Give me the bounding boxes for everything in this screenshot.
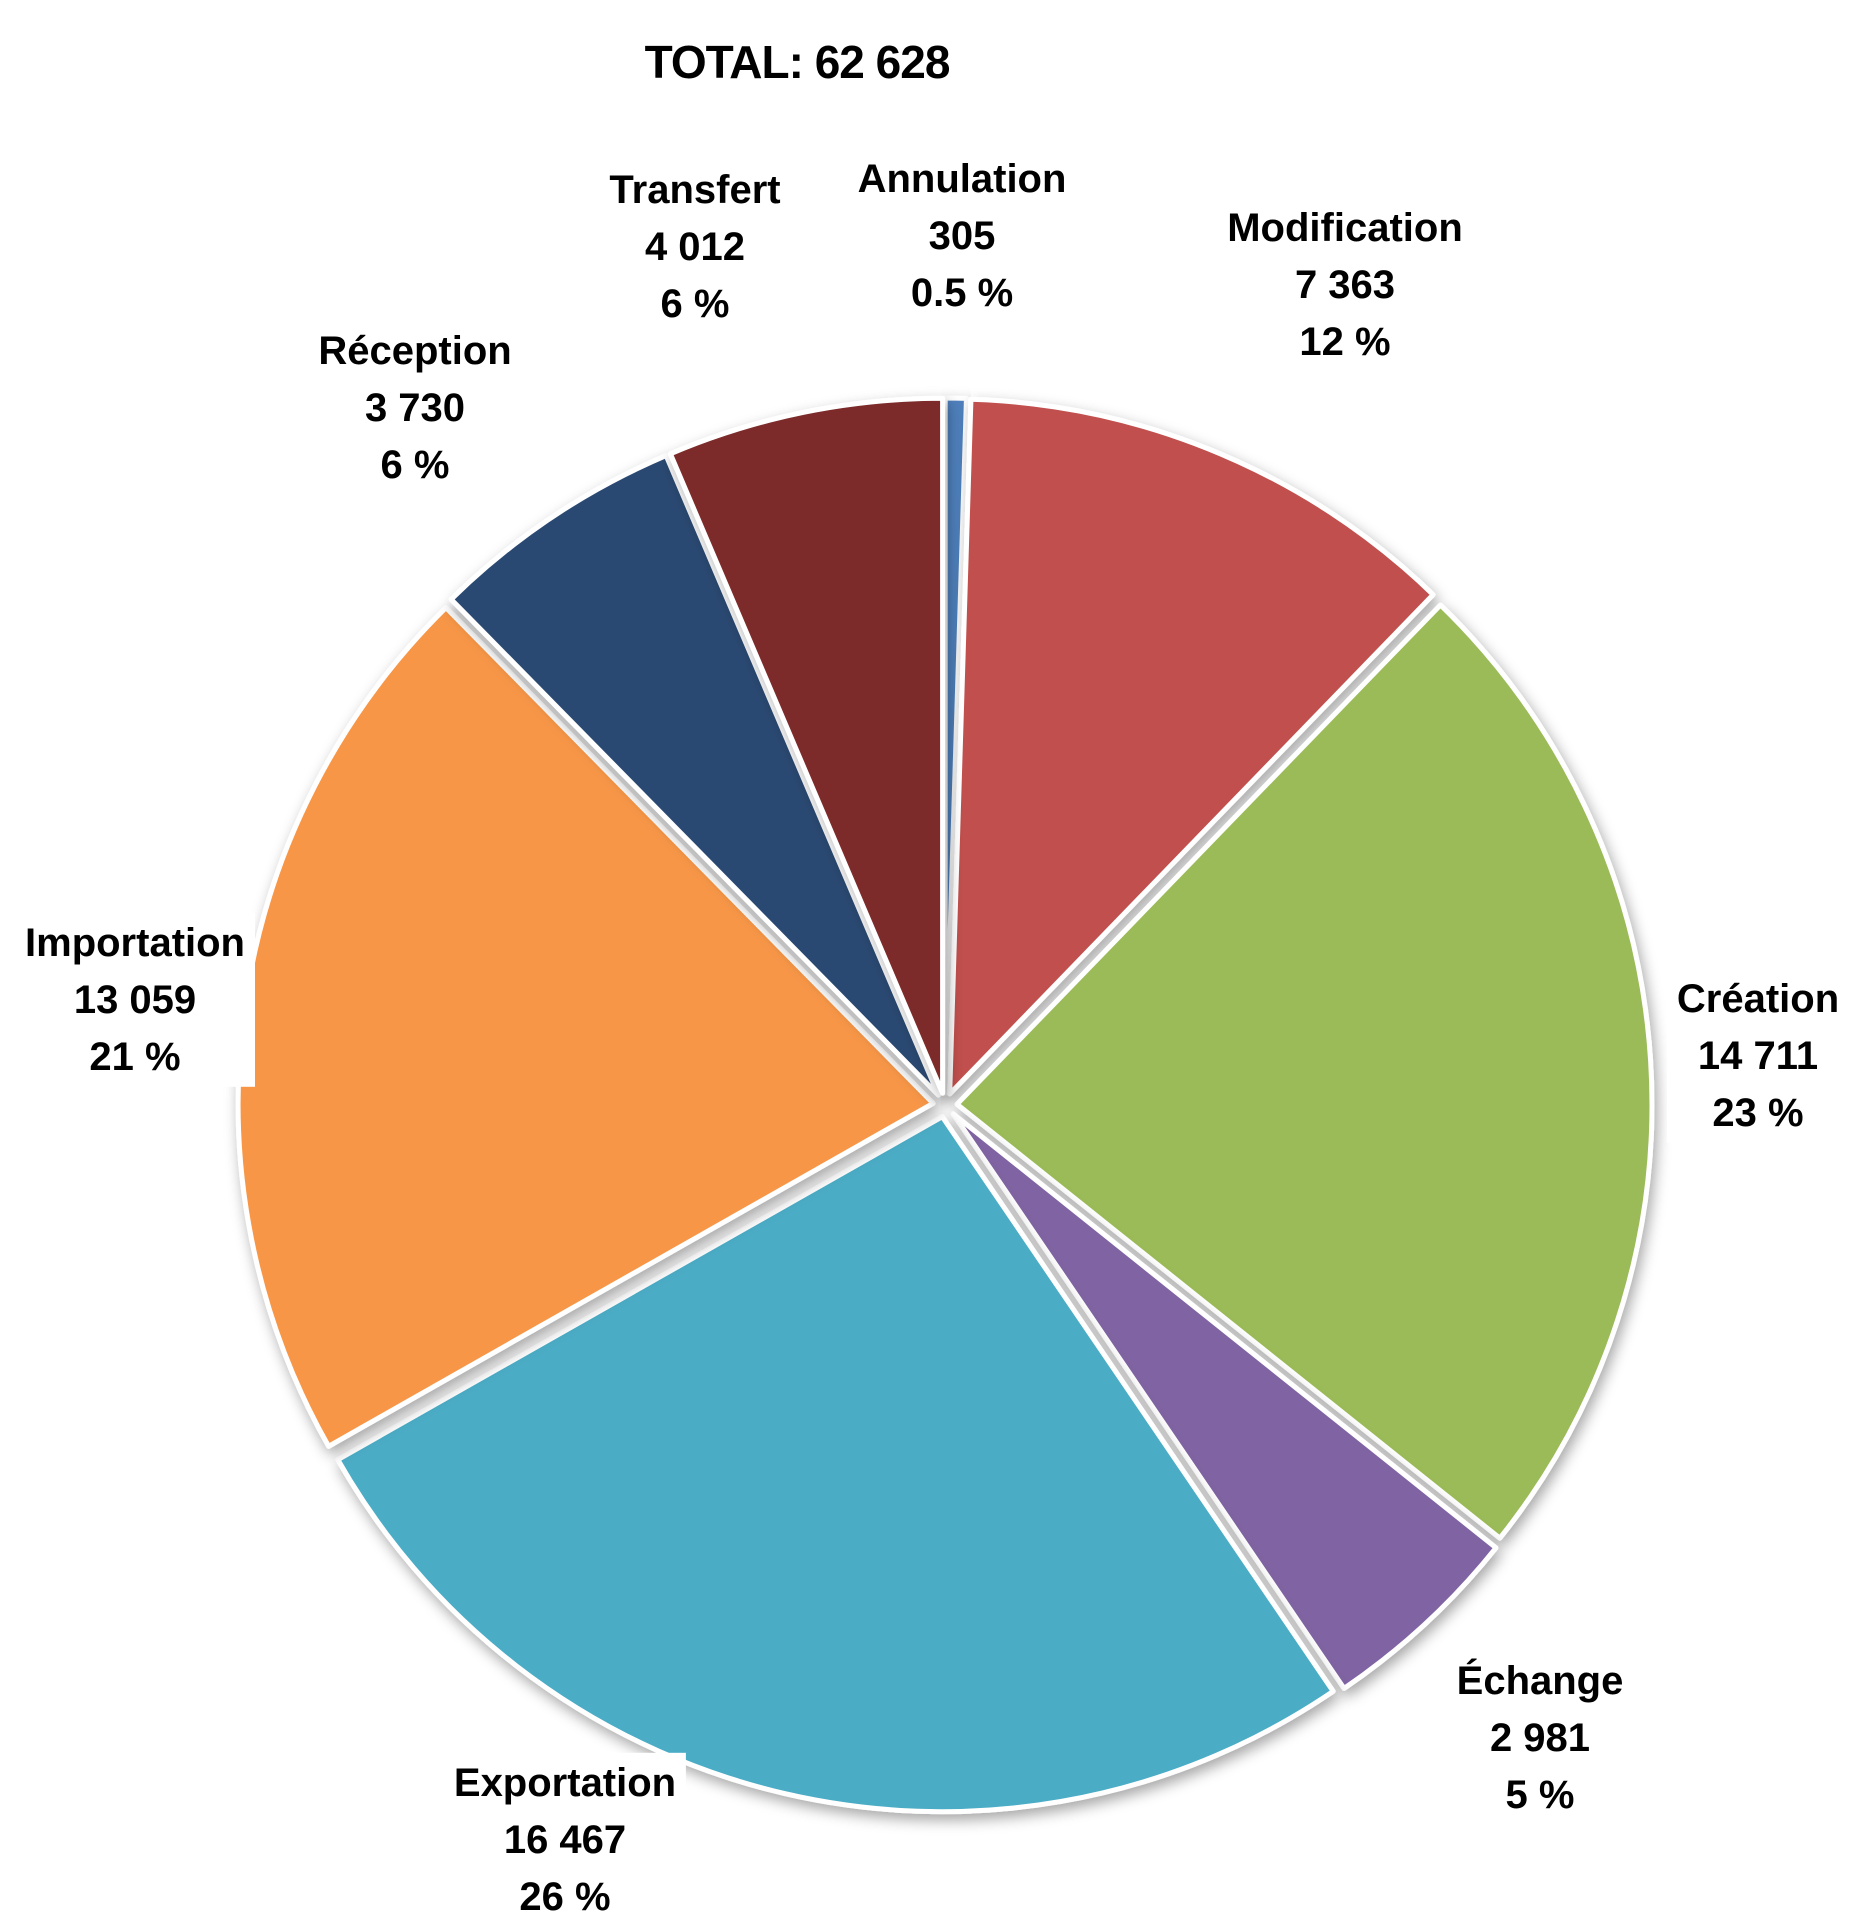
slice-percent: 5 % <box>1505 1772 1575 1817</box>
pie-slice-modification <box>947 396 1436 1097</box>
slice-percent: 21 % <box>89 1034 181 1079</box>
slice-label-annulation: Annulation 305 0.5 % <box>847 148 1077 324</box>
slice-value: 7 363 <box>1294 262 1396 307</box>
slice-label-reception: Réception 3 730 6 % <box>308 320 522 496</box>
slice-name: Annulation <box>857 156 1067 201</box>
slice-value: 14 711 <box>1697 1033 1819 1078</box>
slice-value: 2 981 <box>1489 1715 1591 1760</box>
slice-percent: 23 % <box>1712 1090 1804 1135</box>
slice-label-exportation: Exportation 16 467 26 % <box>443 1752 687 1928</box>
slice-value: 16 467 <box>503 1817 627 1862</box>
slice-name: Réception <box>318 328 512 373</box>
slice-name: Création <box>1676 976 1840 1021</box>
slice-label-modification: Modification 7 363 12 % <box>1217 197 1473 373</box>
slice-label-transfert: Transfert 4 012 6 % <box>599 159 791 335</box>
slice-name: Importation <box>25 920 245 965</box>
slice-value: 4 012 <box>644 224 746 269</box>
pie-slice-reception <box>448 453 941 1098</box>
slice-name: Exportation <box>453 1760 677 1805</box>
slice-value: 305 <box>928 213 996 258</box>
slice-percent: 6 % <box>660 281 730 326</box>
pie-slice-echange <box>950 1111 1499 1691</box>
pie-slice-annulation <box>942 395 969 1096</box>
chart-title: TOTAL: 62 628 <box>644 36 951 88</box>
pie-slice-transfert <box>667 395 946 1096</box>
slice-label-echange: Échange 2 981 5 % <box>1446 1650 1634 1826</box>
slice-label-creation: Création 14 711 23 % <box>1666 968 1850 1144</box>
slice-name: Modification <box>1227 205 1463 250</box>
pie-slice-creation <box>954 602 1655 1541</box>
slice-percent: 0.5 % <box>910 270 1014 315</box>
slice-label-importation: Importation 13 059 21 % <box>15 912 255 1088</box>
slice-name: Échange <box>1456 1658 1624 1703</box>
slice-percent: 12 % <box>1299 319 1391 364</box>
pie-slices <box>235 395 1655 1815</box>
slice-percent: 6 % <box>380 442 450 487</box>
slice-value: 3 730 <box>364 385 466 430</box>
slice-name: Transfert <box>609 167 781 212</box>
pie-slice-exportation <box>335 1114 1336 1815</box>
slice-percent: 26 % <box>519 1874 611 1919</box>
slice-value: 13 059 <box>73 977 197 1022</box>
